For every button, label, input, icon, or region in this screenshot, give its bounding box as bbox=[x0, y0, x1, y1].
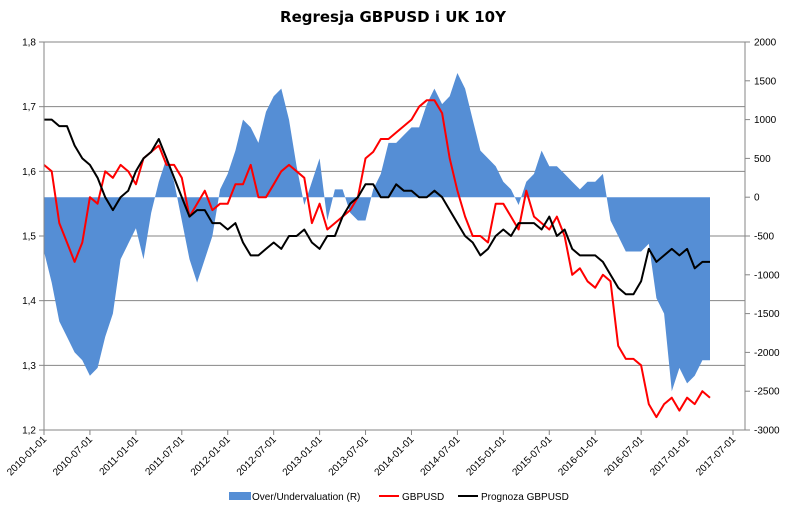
area-series-layer bbox=[44, 73, 710, 392]
right-tick-label: 0 bbox=[754, 193, 760, 204]
x-tick-label: 2017-01-01 bbox=[648, 434, 692, 478]
gridlines bbox=[44, 41, 745, 366]
left-tick-label: 1,6 bbox=[22, 167, 36, 178]
legend-label-over-undervaluation: Over/Undervaluation (R) bbox=[252, 492, 360, 503]
x-tick-label: 2012-07-01 bbox=[235, 434, 279, 478]
line-gbpusd bbox=[43, 99, 711, 419]
x-tick-label: 2015-07-01 bbox=[510, 434, 554, 478]
legend: Over/Undervaluation (R) GBPUSD Prognoza GB… bbox=[229, 492, 569, 503]
right-tick-label: -2000 bbox=[754, 348, 780, 359]
left-tick-label: 1,8 bbox=[22, 38, 36, 49]
x-tick-label: 2011-01-01 bbox=[98, 434, 142, 478]
x-tick-label: 2015-01-01 bbox=[465, 434, 509, 478]
x-axis-ticks: 2010-01-01 2010-07-01 2011-01-01 2011-07-01… bbox=[5, 430, 738, 478]
x-tick-label: 2012-01-01 bbox=[189, 434, 233, 478]
x-tick-label: 2016-07-01 bbox=[602, 434, 646, 478]
right-tick-label: 2000 bbox=[754, 38, 777, 49]
right-tick-label: -1500 bbox=[754, 309, 780, 320]
right-tick-label: -2500 bbox=[754, 387, 780, 398]
right-axis-ticks: -3000 -2500 -2000 -1500 -1000 -500 0 500 1000 150… bbox=[745, 38, 780, 437]
left-tick-label: 1,2 bbox=[22, 426, 36, 437]
line-series-layer bbox=[43, 99, 711, 419]
left-axis-ticks: 1,2 1,3 1,4 1,5 1,6 1,7 1,8 bbox=[22, 38, 44, 437]
right-tick-label: -500 bbox=[754, 232, 774, 243]
chart-title: Regresja GBPUSD i UK 10Y bbox=[280, 8, 507, 26]
x-tick-label: 2014-07-01 bbox=[419, 434, 463, 478]
right-tick-label: -1000 bbox=[754, 270, 780, 281]
x-tick-label: 2017-07-01 bbox=[694, 434, 738, 478]
x-tick-label: 2016-01-01 bbox=[556, 434, 600, 478]
right-tick-label: 500 bbox=[754, 154, 771, 165]
x-tick-label: 2010-07-01 bbox=[51, 434, 95, 478]
left-tick-label: 1,7 bbox=[22, 102, 36, 113]
legend-swatch-over-undervaluation bbox=[229, 492, 251, 500]
left-tick-label: 1,3 bbox=[22, 361, 36, 372]
left-tick-label: 1,5 bbox=[22, 232, 36, 243]
x-tick-label: 2013-01-01 bbox=[281, 434, 325, 478]
right-tick-label: 1500 bbox=[754, 76, 777, 87]
x-tick-label: 2014-01-01 bbox=[373, 434, 417, 478]
legend-label-prognoza-gbpusd: Prognoza GBPUSD bbox=[481, 492, 569, 503]
line-prognoza-gbpusd bbox=[44, 118, 710, 296]
legend-label-gbpusd: GBPUSD bbox=[402, 492, 444, 503]
right-tick-label: 1000 bbox=[754, 115, 777, 126]
right-tick-label: -3000 bbox=[754, 426, 780, 437]
x-tick-label: 2011-07-01 bbox=[143, 434, 187, 478]
x-tick-label: 2013-07-01 bbox=[327, 434, 371, 478]
left-tick-label: 1,4 bbox=[22, 296, 36, 307]
x-tick-label: 2010-01-01 bbox=[5, 434, 49, 478]
area-over-undervaluation bbox=[44, 73, 710, 392]
